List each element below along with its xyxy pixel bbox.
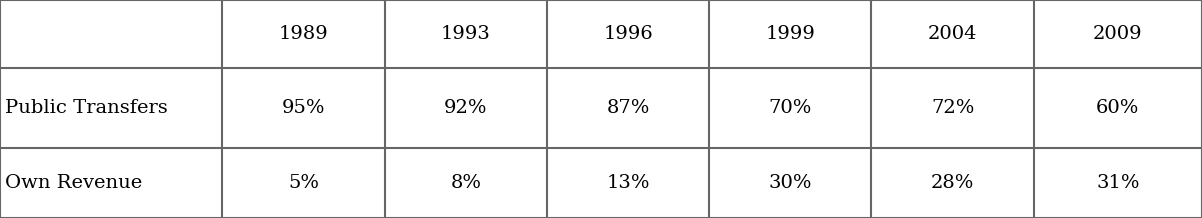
Text: 92%: 92% (444, 99, 488, 117)
Text: 31%: 31% (1096, 174, 1139, 192)
Text: 95%: 95% (281, 99, 326, 117)
Text: 13%: 13% (606, 174, 650, 192)
Text: Public Transfers: Public Transfers (5, 99, 168, 117)
Text: 8%: 8% (451, 174, 481, 192)
Text: 87%: 87% (606, 99, 650, 117)
Text: 60%: 60% (1096, 99, 1139, 117)
Text: 1996: 1996 (603, 25, 653, 43)
Text: 5%: 5% (288, 174, 319, 192)
Text: 72%: 72% (930, 99, 975, 117)
Text: 1999: 1999 (766, 25, 815, 43)
Text: 1989: 1989 (279, 25, 328, 43)
Text: 2009: 2009 (1093, 25, 1143, 43)
Text: 30%: 30% (768, 174, 813, 192)
Text: 70%: 70% (768, 99, 813, 117)
Text: Own Revenue: Own Revenue (5, 174, 142, 192)
Text: 2004: 2004 (928, 25, 977, 43)
Text: 28%: 28% (930, 174, 975, 192)
Text: 1993: 1993 (441, 25, 490, 43)
